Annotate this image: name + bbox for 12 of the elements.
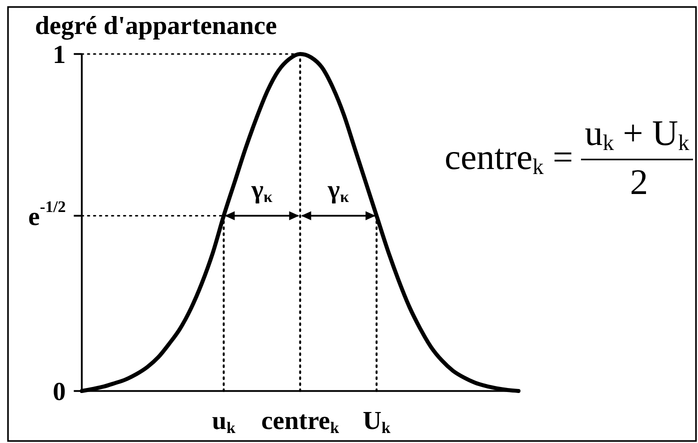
annotation: γ$_{κ}$ [250, 174, 273, 206]
annotation: centre$_{k}$ = [444, 137, 573, 179]
y-axis-title: degré d'appartenance [35, 11, 277, 40]
x-tick-label: centre$_{k}$ [261, 406, 340, 437]
x-tick-label: u$_{k}$ [212, 406, 236, 437]
text: 2 [630, 162, 648, 202]
y-tick-label: 1 [52, 40, 66, 68]
x-tick-label: U$_{k}$ [362, 406, 390, 437]
y-tick-label: e$^{-1/2}$ [28, 198, 66, 230]
text: u$_{k}$ + U$_{k}$ [584, 113, 690, 155]
annotation: γ$_{κ}$ [326, 174, 349, 206]
y-tick-label: 0 [52, 376, 66, 406]
